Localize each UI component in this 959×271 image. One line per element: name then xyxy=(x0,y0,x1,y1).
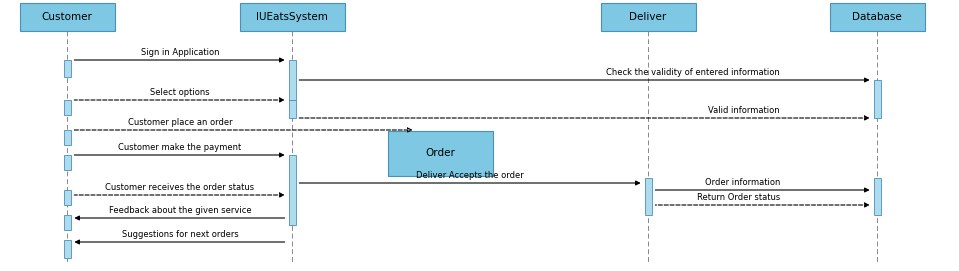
Text: Database: Database xyxy=(853,12,901,22)
FancyBboxPatch shape xyxy=(63,60,71,77)
FancyBboxPatch shape xyxy=(240,3,344,31)
Text: Deliver Accepts the order: Deliver Accepts the order xyxy=(416,171,524,180)
Text: Return Order status: Return Order status xyxy=(697,193,780,202)
Text: Sign in Application: Sign in Application xyxy=(141,48,220,57)
FancyBboxPatch shape xyxy=(874,178,880,215)
FancyBboxPatch shape xyxy=(63,240,71,258)
FancyBboxPatch shape xyxy=(289,155,295,225)
Text: Feedback about the given service: Feedback about the given service xyxy=(108,206,251,215)
FancyBboxPatch shape xyxy=(19,3,114,31)
Text: Deliver: Deliver xyxy=(629,12,667,22)
FancyBboxPatch shape xyxy=(289,100,295,118)
FancyBboxPatch shape xyxy=(874,80,880,118)
Text: Customer make the payment: Customer make the payment xyxy=(118,143,242,152)
FancyBboxPatch shape xyxy=(63,215,71,230)
FancyBboxPatch shape xyxy=(63,100,71,115)
FancyBboxPatch shape xyxy=(600,3,695,31)
Text: Select options: Select options xyxy=(151,88,210,97)
Text: Customer place an order: Customer place an order xyxy=(128,118,232,127)
FancyBboxPatch shape xyxy=(63,155,71,170)
Text: Suggestions for next orders: Suggestions for next orders xyxy=(122,230,239,239)
FancyBboxPatch shape xyxy=(387,131,493,176)
Text: Customer receives the order status: Customer receives the order status xyxy=(105,183,254,192)
FancyBboxPatch shape xyxy=(830,3,924,31)
FancyBboxPatch shape xyxy=(289,60,295,100)
Text: IUEatsSystem: IUEatsSystem xyxy=(256,12,328,22)
FancyBboxPatch shape xyxy=(644,178,651,215)
FancyBboxPatch shape xyxy=(63,190,71,205)
Text: Order information: Order information xyxy=(705,178,780,187)
Text: Customer: Customer xyxy=(41,12,92,22)
Text: Order: Order xyxy=(425,148,455,158)
FancyBboxPatch shape xyxy=(63,130,71,145)
Text: Valid information: Valid information xyxy=(709,106,780,115)
Text: Check the validity of entered information: Check the validity of entered informatio… xyxy=(606,68,780,77)
